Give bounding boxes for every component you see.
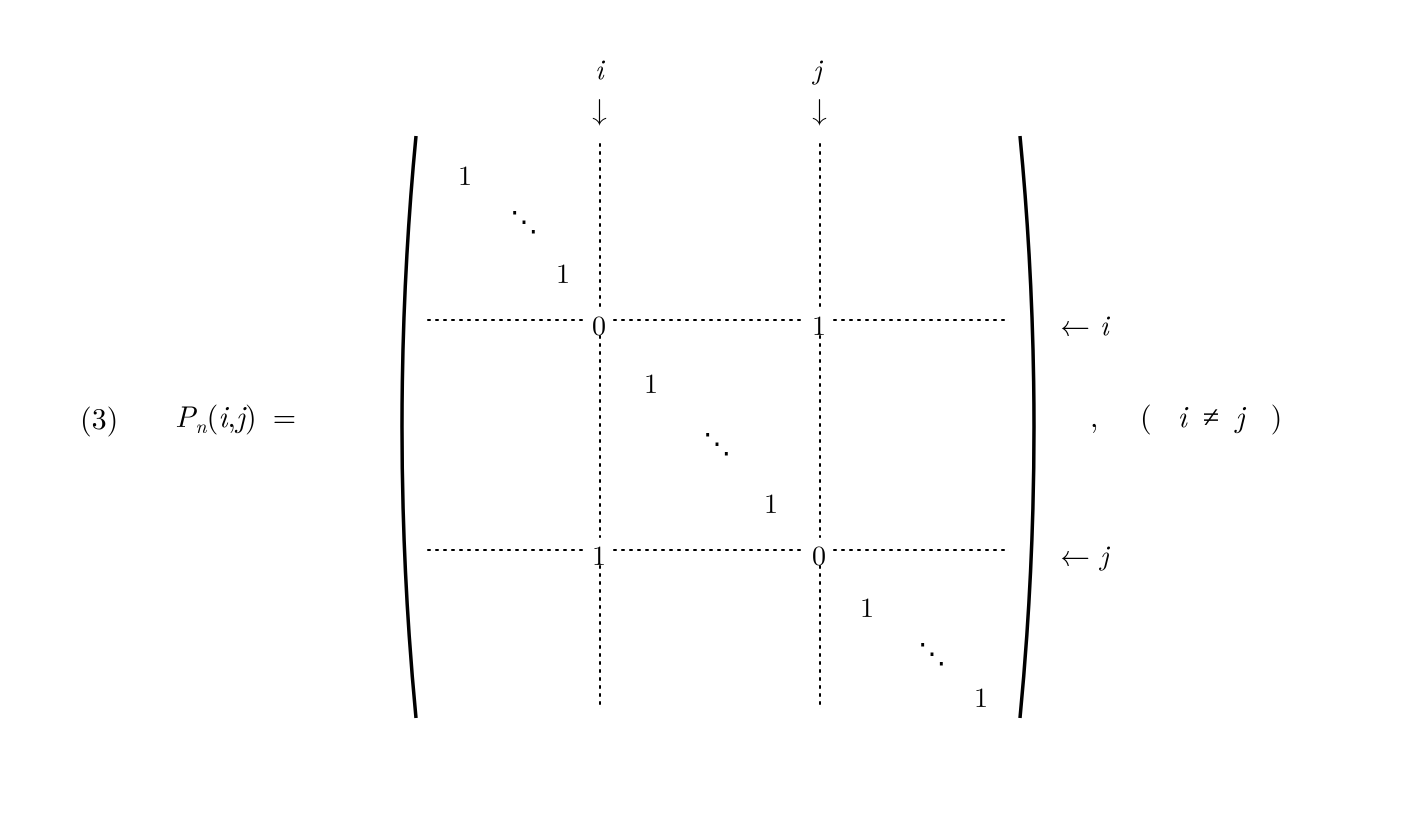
equation-number: (3): [80, 395, 118, 438]
row-label-j: j: [1100, 534, 1109, 574]
entry-jj-zero: 0: [812, 534, 826, 574]
block2-ddots: ⋱: [703, 422, 731, 462]
block2-one-top: 1: [644, 362, 658, 402]
row-arrow-j-icon: ←: [1060, 532, 1090, 575]
condition-i: i: [1178, 393, 1187, 436]
condition-close-paren: ): [1271, 393, 1283, 436]
lhs-close-paren: ): [245, 393, 257, 436]
col-label-i: i: [595, 48, 604, 88]
condition-j: j: [1235, 393, 1244, 436]
block3-one-bot: 1: [974, 676, 988, 716]
condition-open-paren: (: [1140, 393, 1152, 436]
block2-one-bot: 1: [764, 482, 778, 522]
lhs-P: P: [175, 393, 195, 436]
lhs-subscript-n: n: [195, 410, 206, 439]
col-arrow-i-icon: ↓: [592, 86, 607, 129]
equals-sign: =: [273, 393, 296, 436]
block3-ddots: ⋱: [918, 632, 946, 672]
row-label-i: i: [1100, 304, 1109, 344]
block1-one-bot: 1: [556, 252, 570, 292]
trailing-comma: ,: [1090, 393, 1098, 436]
block1-one-top: 1: [458, 154, 472, 194]
entry-ji-one: 1: [592, 534, 606, 574]
lhs-arg-j: j: [236, 393, 245, 436]
entry-ij-one: 1: [812, 304, 826, 344]
col-arrow-j-icon: ↓: [812, 86, 827, 129]
neq-icon: ≠: [1203, 393, 1219, 436]
page: (3) Pn(i,j) =: [0, 0, 1413, 838]
matrix: 1 ⋱ 1 0 1 1 ⋱ 1 1 0 1 ⋱ 1: [388, 132, 1048, 722]
lhs-comma: ,: [227, 393, 235, 436]
entry-ii-zero: 0: [592, 304, 606, 344]
block1-ddots: ⋱: [510, 200, 538, 240]
lhs-open-paren: (: [207, 393, 219, 436]
row-arrow-i-icon: ←: [1060, 302, 1090, 345]
condition: ( i ≠ j ): [1140, 393, 1282, 436]
col-label-j: j: [813, 48, 822, 88]
lhs: Pn(i,j) =: [175, 393, 296, 439]
block3-one-top: 1: [860, 586, 874, 626]
